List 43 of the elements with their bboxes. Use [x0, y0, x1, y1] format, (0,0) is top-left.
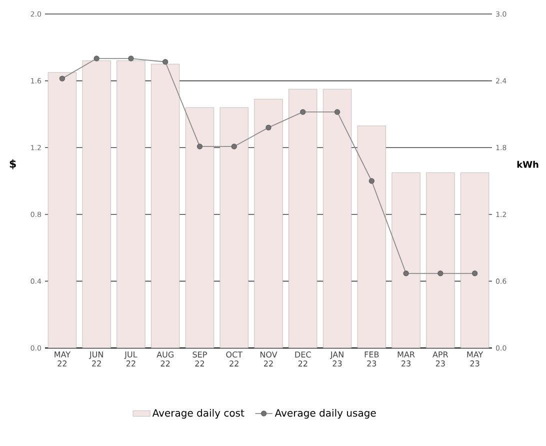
bar	[185, 107, 214, 348]
x-tick-label: AUG 22	[156, 352, 174, 366]
point	[231, 144, 237, 150]
bar	[392, 172, 420, 348]
point	[162, 59, 168, 65]
x-tick-label: JUL 22	[124, 352, 138, 366]
x-tick-label: JAN 23	[330, 352, 344, 366]
y-axis-title: $	[10, 159, 16, 170]
legend-label: Average daily cost	[152, 408, 244, 419]
bar	[116, 60, 146, 348]
point	[266, 124, 272, 130]
bar	[82, 60, 111, 348]
x-tick-label: APR 23	[432, 352, 448, 366]
point	[128, 56, 134, 62]
x-tick-label: NOV 22	[260, 352, 278, 366]
point	[472, 270, 478, 276]
x-tick-label: FEB 23	[364, 352, 379, 366]
point	[59, 76, 66, 82]
x-tick-label: SEP 22	[192, 352, 207, 366]
point	[334, 109, 340, 115]
bar	[48, 72, 76, 348]
x-tick-label: DEC 22	[295, 352, 311, 366]
x-tick-label: OCT 22	[226, 352, 243, 366]
bar	[220, 107, 248, 348]
point	[196, 144, 203, 150]
x-tick-label: MAY 22	[54, 352, 71, 366]
bar	[322, 88, 352, 348]
bar	[254, 98, 283, 348]
point	[438, 270, 444, 276]
y2-axis-title: kWh	[517, 160, 538, 168]
bar	[151, 64, 180, 348]
legend-label: Average daily usage	[274, 408, 376, 419]
bar	[426, 172, 455, 348]
point	[300, 109, 306, 115]
x-tick-label: JUN 22	[89, 352, 103, 366]
bar	[357, 126, 386, 348]
bar	[288, 88, 318, 348]
point	[94, 56, 100, 62]
x-tick-label: MAY 23	[467, 352, 484, 366]
x-tick-label: MAR 23	[398, 352, 415, 366]
point	[368, 178, 375, 184]
point	[403, 270, 409, 276]
bar	[460, 172, 490, 348]
